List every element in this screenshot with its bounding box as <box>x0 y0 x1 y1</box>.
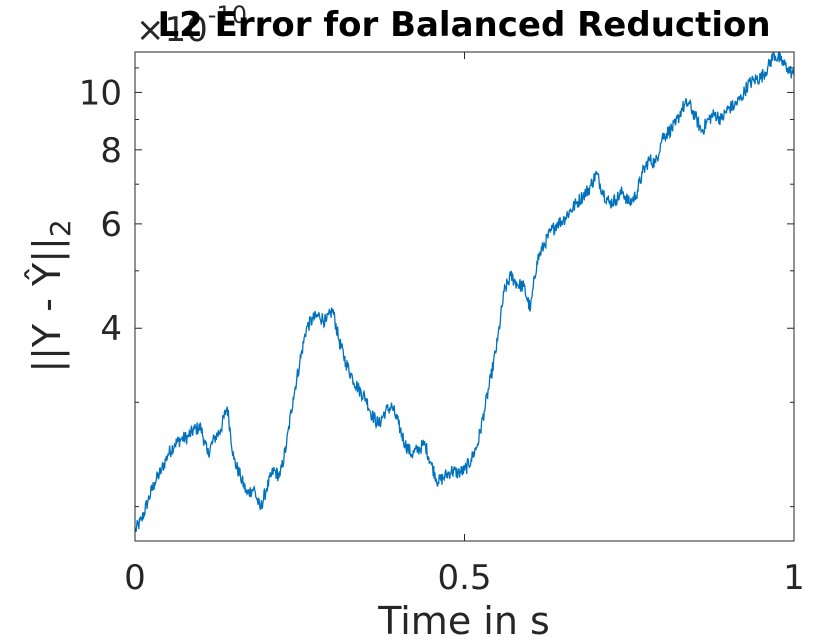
y-tick-label: 10 <box>79 73 122 113</box>
y-axis-label: ||Y - Ŷ||2 <box>25 219 77 372</box>
y-exponent-multiplier: ×10 <box>136 10 208 50</box>
series-line <box>134 51 795 532</box>
y-axis-label-subscript: 2 <box>44 219 77 237</box>
y-tick-label: 6 <box>100 205 122 245</box>
plot-area <box>135 52 794 541</box>
tick-labels: 0 0.5 1 4 6 8 10 <box>79 73 805 598</box>
y-tick-label: 8 <box>100 131 122 171</box>
y-exponent-power: -10 <box>208 1 247 29</box>
x-tick-label: 0.5 <box>437 558 491 598</box>
y-axis-label-main: ||Y - Ŷ|| <box>25 237 70 373</box>
x-tick-label: 1 <box>783 558 805 598</box>
y-exponent-label: ×10-10 <box>136 1 247 50</box>
x-axis-label: Time in s <box>377 599 550 641</box>
y-minor-ticks <box>135 67 794 508</box>
plot-frame <box>134 51 795 542</box>
y-tick-label: 4 <box>100 309 122 349</box>
chart-title: L2 Error for Balanced Reduction <box>157 5 770 45</box>
x-tick-label: 0 <box>124 558 146 598</box>
